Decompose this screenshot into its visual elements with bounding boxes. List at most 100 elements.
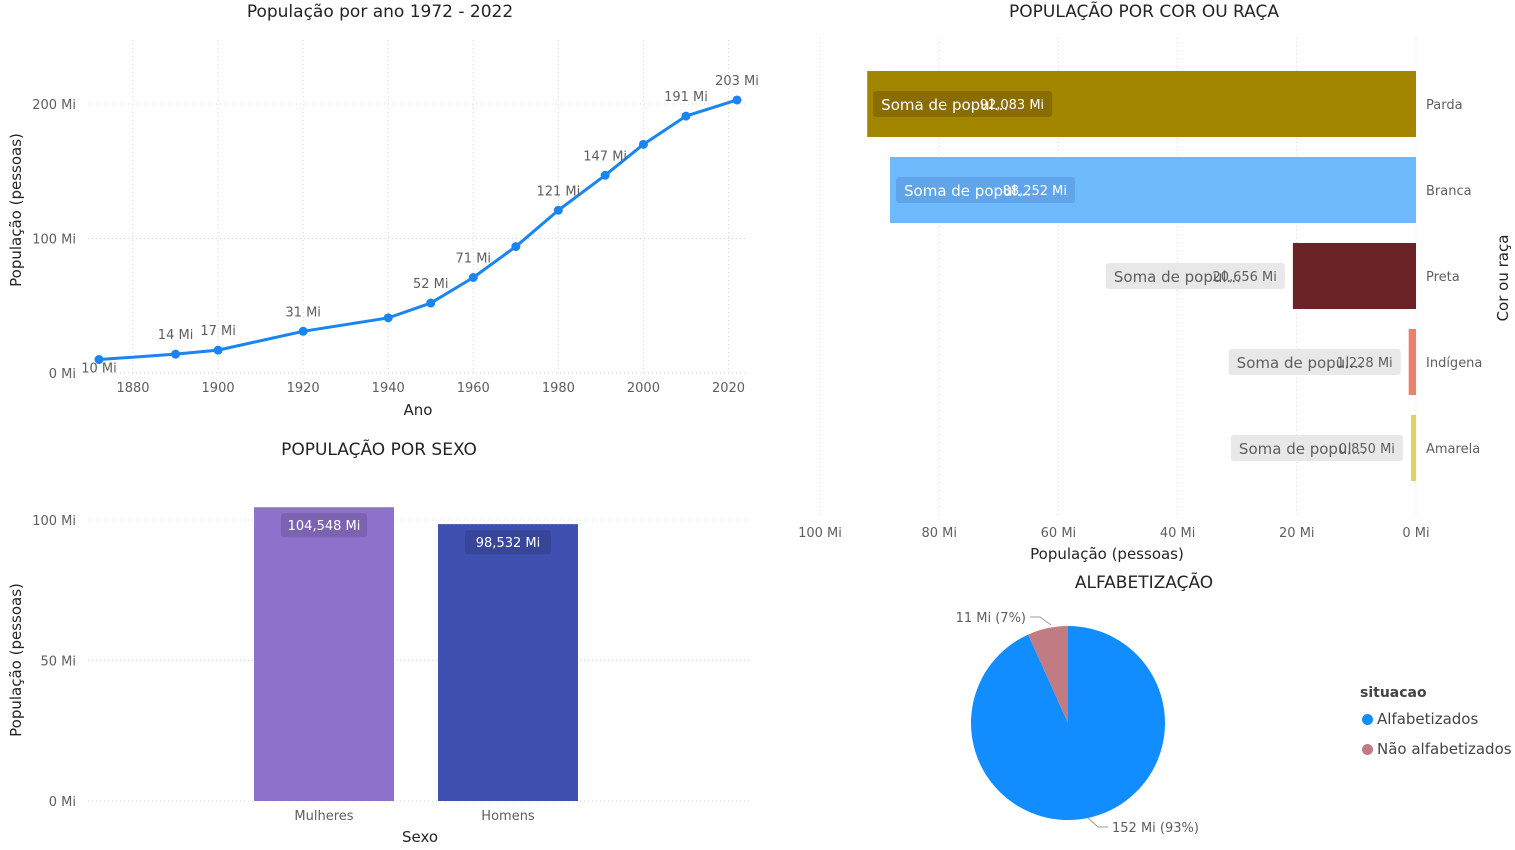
pie-slice-alfabetizados xyxy=(970,626,1165,820)
race-chart-title: POPULAÇÃO POR COR OU RAÇA xyxy=(1009,2,1279,22)
bar-preta xyxy=(1292,243,1416,309)
bar-amarela xyxy=(1410,415,1416,481)
data-point xyxy=(298,326,308,336)
sex-chart-panel: POPULAÇÃO POR SEXO 0 Mi 50 Mi 100 Mi Sexo Po… xyxy=(0,430,770,850)
x-tick-label: 80 Mi xyxy=(921,526,957,541)
bar-mulheres xyxy=(254,507,394,801)
data-label: Soma de popul... xyxy=(1237,354,1364,372)
data-label-box xyxy=(281,513,367,538)
data-point xyxy=(426,298,436,308)
x-tick-label: 2020 xyxy=(712,381,745,396)
pie-slice-nao-alfabetizados xyxy=(1028,626,1068,723)
data-point xyxy=(553,205,563,215)
bar-indígena xyxy=(1408,329,1416,395)
data-label: 10 Mi xyxy=(81,362,117,377)
category-label: Amarela xyxy=(1426,442,1480,457)
x-tick-label: 1920 xyxy=(287,381,320,396)
leader-line xyxy=(1030,616,1052,626)
sex-chart-svg: 0 Mi 50 Mi 100 Mi Sexo População (pessoas) Mu… xyxy=(7,507,752,846)
data-label: 121 Mi xyxy=(536,184,580,199)
data-point xyxy=(511,242,521,252)
x-tick-label: 40 Mi xyxy=(1160,526,1196,541)
data-label-box xyxy=(1228,349,1401,375)
x-axis-title: Sexo xyxy=(402,828,438,846)
category-label: Parda xyxy=(1426,98,1463,113)
category-label: Branca xyxy=(1426,184,1472,199)
data-label-value: 1,228 Mi xyxy=(1336,356,1392,371)
category-label: Preta xyxy=(1426,270,1460,285)
sex-chart-title: POPULAÇÃO POR SEXO xyxy=(281,440,477,460)
slice-label: 152 Mi (93%) xyxy=(1112,821,1199,836)
data-label-value: 92,083 Mi xyxy=(980,98,1044,113)
data-label: 104,548 Mi xyxy=(288,519,361,534)
line-chart-panel: População por ano 1972 - 2022 1880 1900 19… xyxy=(0,0,770,430)
data-label: 147 Mi xyxy=(583,149,627,164)
x-tick-label: 1900 xyxy=(202,381,235,396)
series-line xyxy=(98,98,738,362)
x-tick-label: 0 Mi xyxy=(1402,526,1429,541)
race-chart-panel: POPULAÇÃO POR COR OU RAÇA 100 Mi 80 Mi 60 … xyxy=(770,0,1515,570)
data-label: 52 Mi xyxy=(413,277,449,292)
data-label-box xyxy=(873,91,1053,117)
pie-chart-svg: 11 Mi (7%) 152 Mi (93%) xyxy=(956,611,1199,836)
pie-legend-item-nao-alfabetizados[interactable]: Não alfabetizados xyxy=(1362,740,1512,758)
data-label: 17 Mi xyxy=(200,324,236,339)
data-label-box xyxy=(896,177,1076,203)
line-chart-title: População por ano 1972 - 2022 xyxy=(246,2,514,22)
data-label: 14 Mi xyxy=(158,328,194,343)
data-point xyxy=(732,95,742,105)
slice-label: 11 Mi (7%) xyxy=(956,611,1026,626)
x-tick-label: 20 Mi xyxy=(1279,526,1315,541)
pie-legend-item-alfabetizados[interactable]: Alfabetizados xyxy=(1362,710,1478,728)
data-point xyxy=(383,313,393,323)
bar-branca xyxy=(890,157,1416,223)
legend-label: Alfabetizados xyxy=(1377,710,1479,728)
x-axis-title: Ano xyxy=(404,401,433,419)
data-label-box xyxy=(1230,435,1403,461)
data-point xyxy=(681,111,691,121)
y-tick-label: 50 Mi xyxy=(40,655,76,670)
legend-label: Não alfabetizados xyxy=(1377,740,1512,758)
x-tick-label: 60 Mi xyxy=(1041,526,1077,541)
data-label: Soma de popul... xyxy=(1114,268,1241,286)
data-label: Soma de popul... xyxy=(904,182,1031,200)
x-tick-label: 1980 xyxy=(542,381,575,396)
data-label: 98,532 Mi xyxy=(476,536,540,551)
data-label: 31 Mi xyxy=(285,305,321,320)
pie-legend-title: situacao xyxy=(1360,685,1427,701)
data-point xyxy=(468,273,478,283)
y-tick-label: 100 Mi xyxy=(32,514,76,529)
data-point xyxy=(638,139,648,149)
bar-homens xyxy=(438,524,578,801)
leader-line xyxy=(1087,817,1108,828)
race-chart-svg: 100 Mi 80 Mi 60 Mi 40 Mi 20 Mi 0 Mi População … xyxy=(798,38,1512,563)
data-label-box xyxy=(1105,263,1285,289)
y-tick-label: 200 Mi xyxy=(32,98,76,113)
data-label: 191 Mi xyxy=(664,90,708,105)
data-point xyxy=(600,170,610,180)
data-label: Soma de popul... xyxy=(881,96,1008,114)
data-label-value: 20,656 Mi xyxy=(1212,270,1276,285)
legend-dot-icon xyxy=(1362,714,1373,725)
y-tick-label: 100 Mi xyxy=(32,233,76,248)
y-axis-title: População (pessoas) xyxy=(7,133,25,287)
pie-chart-title: ALFABETIZAÇÃO xyxy=(1074,573,1214,593)
x-tick-label: 1880 xyxy=(116,381,149,396)
line-chart-svg: 1880 1900 1920 1940 1960 1980 2000 2020 0 Mi 100 … xyxy=(7,40,759,419)
y-axis-title: Cor ou raça xyxy=(1494,235,1512,322)
x-axis-title: População (pessoas) xyxy=(1030,545,1184,563)
data-label-value: 0,850 Mi xyxy=(1339,442,1395,457)
data-label: 203 Mi xyxy=(715,74,759,89)
data-label: Soma de popul... xyxy=(1239,440,1366,458)
category-label: Indígena xyxy=(1426,356,1482,371)
y-tick-label: 0 Mi xyxy=(49,795,76,810)
y-axis-title: População (pessoas) xyxy=(7,583,25,737)
x-tick-label: 2000 xyxy=(627,381,660,396)
data-label-value: 88,252 Mi xyxy=(1003,184,1067,199)
y-tick-label: 0 Mi xyxy=(49,367,76,382)
x-tick-label: 1940 xyxy=(372,381,405,396)
data-point xyxy=(213,345,223,355)
legend-dot-icon xyxy=(1362,744,1373,755)
data-label-box xyxy=(465,530,551,555)
x-tick-label: 1960 xyxy=(457,381,490,396)
